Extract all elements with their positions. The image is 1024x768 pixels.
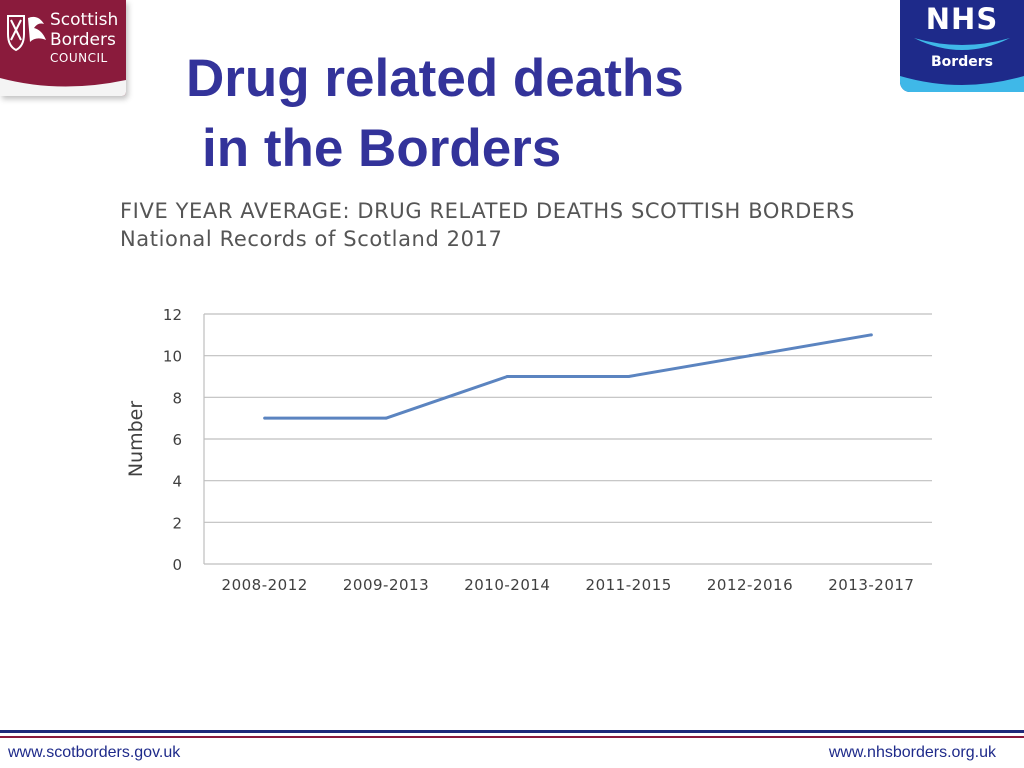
x-tick-label: 2008-2012: [222, 576, 308, 594]
y-tick-label: 0: [172, 556, 182, 574]
y-tick-label: 12: [163, 306, 182, 324]
data-point: [384, 416, 388, 420]
page-title: Drug related deaths in the Borders: [186, 44, 826, 184]
x-tick-label: 2013-2017: [828, 576, 914, 594]
data-point: [748, 354, 752, 358]
footer-council-url[interactable]: www.scotborders.gov.uk: [8, 744, 181, 761]
x-tick-label: 2012-2016: [707, 576, 793, 594]
y-tick-label: 2: [172, 514, 182, 532]
nhs-mark: NHS: [925, 2, 999, 36]
council-logo-line3: COUNCIL: [50, 51, 108, 65]
footer-divider-blue: [0, 730, 1024, 733]
data-point: [627, 375, 631, 378]
council-logo-line1: Scottish: [50, 10, 119, 30]
x-tick-label: 2009-2013: [343, 576, 429, 594]
council-logo-line2: Borders: [50, 30, 116, 50]
scottish-borders-council-logo: Scottish Borders COUNCIL: [0, 0, 126, 96]
footer-nhs-url[interactable]: www.nhsborders.org.uk: [828, 744, 996, 761]
footer-divider-red: [0, 736, 1024, 738]
chart-title-block: FIVE YEAR AVERAGE: DRUG RELATED DEATHS S…: [120, 197, 920, 253]
nhs-region: Borders: [931, 54, 993, 70]
x-tick-label: 2010-2014: [464, 576, 550, 594]
nhs-wave-icon: [900, 38, 1024, 92]
data-point: [869, 333, 873, 337]
x-tick-label: 2011-2015: [586, 576, 672, 594]
chart-title: FIVE YEAR AVERAGE: DRUG RELATED DEATHS S…: [120, 199, 855, 223]
nhs-borders-logo: NHS Borders: [900, 0, 1024, 92]
chart-subtitle: National Records of Scotland 2017: [120, 227, 503, 251]
page-title-line2: in the Borders: [202, 119, 562, 178]
data-point: [505, 375, 509, 378]
line-chart: 0 2 4 6 8 10 12 Number 2008-2012 2009-2013 2010-20…: [125, 306, 932, 594]
y-tick-label: 6: [172, 431, 182, 449]
y-tick-label: 4: [172, 473, 182, 491]
page-title-line1: Drug related deaths: [186, 49, 684, 108]
y-tick-label: 10: [163, 348, 182, 366]
data-point: [263, 416, 267, 420]
series-line: [264, 333, 872, 420]
council-swoosh: [0, 78, 126, 96]
council-crest-icon: [7, 15, 46, 52]
y-axis-label: Number: [125, 401, 147, 478]
y-tick-label: 8: [172, 389, 182, 407]
